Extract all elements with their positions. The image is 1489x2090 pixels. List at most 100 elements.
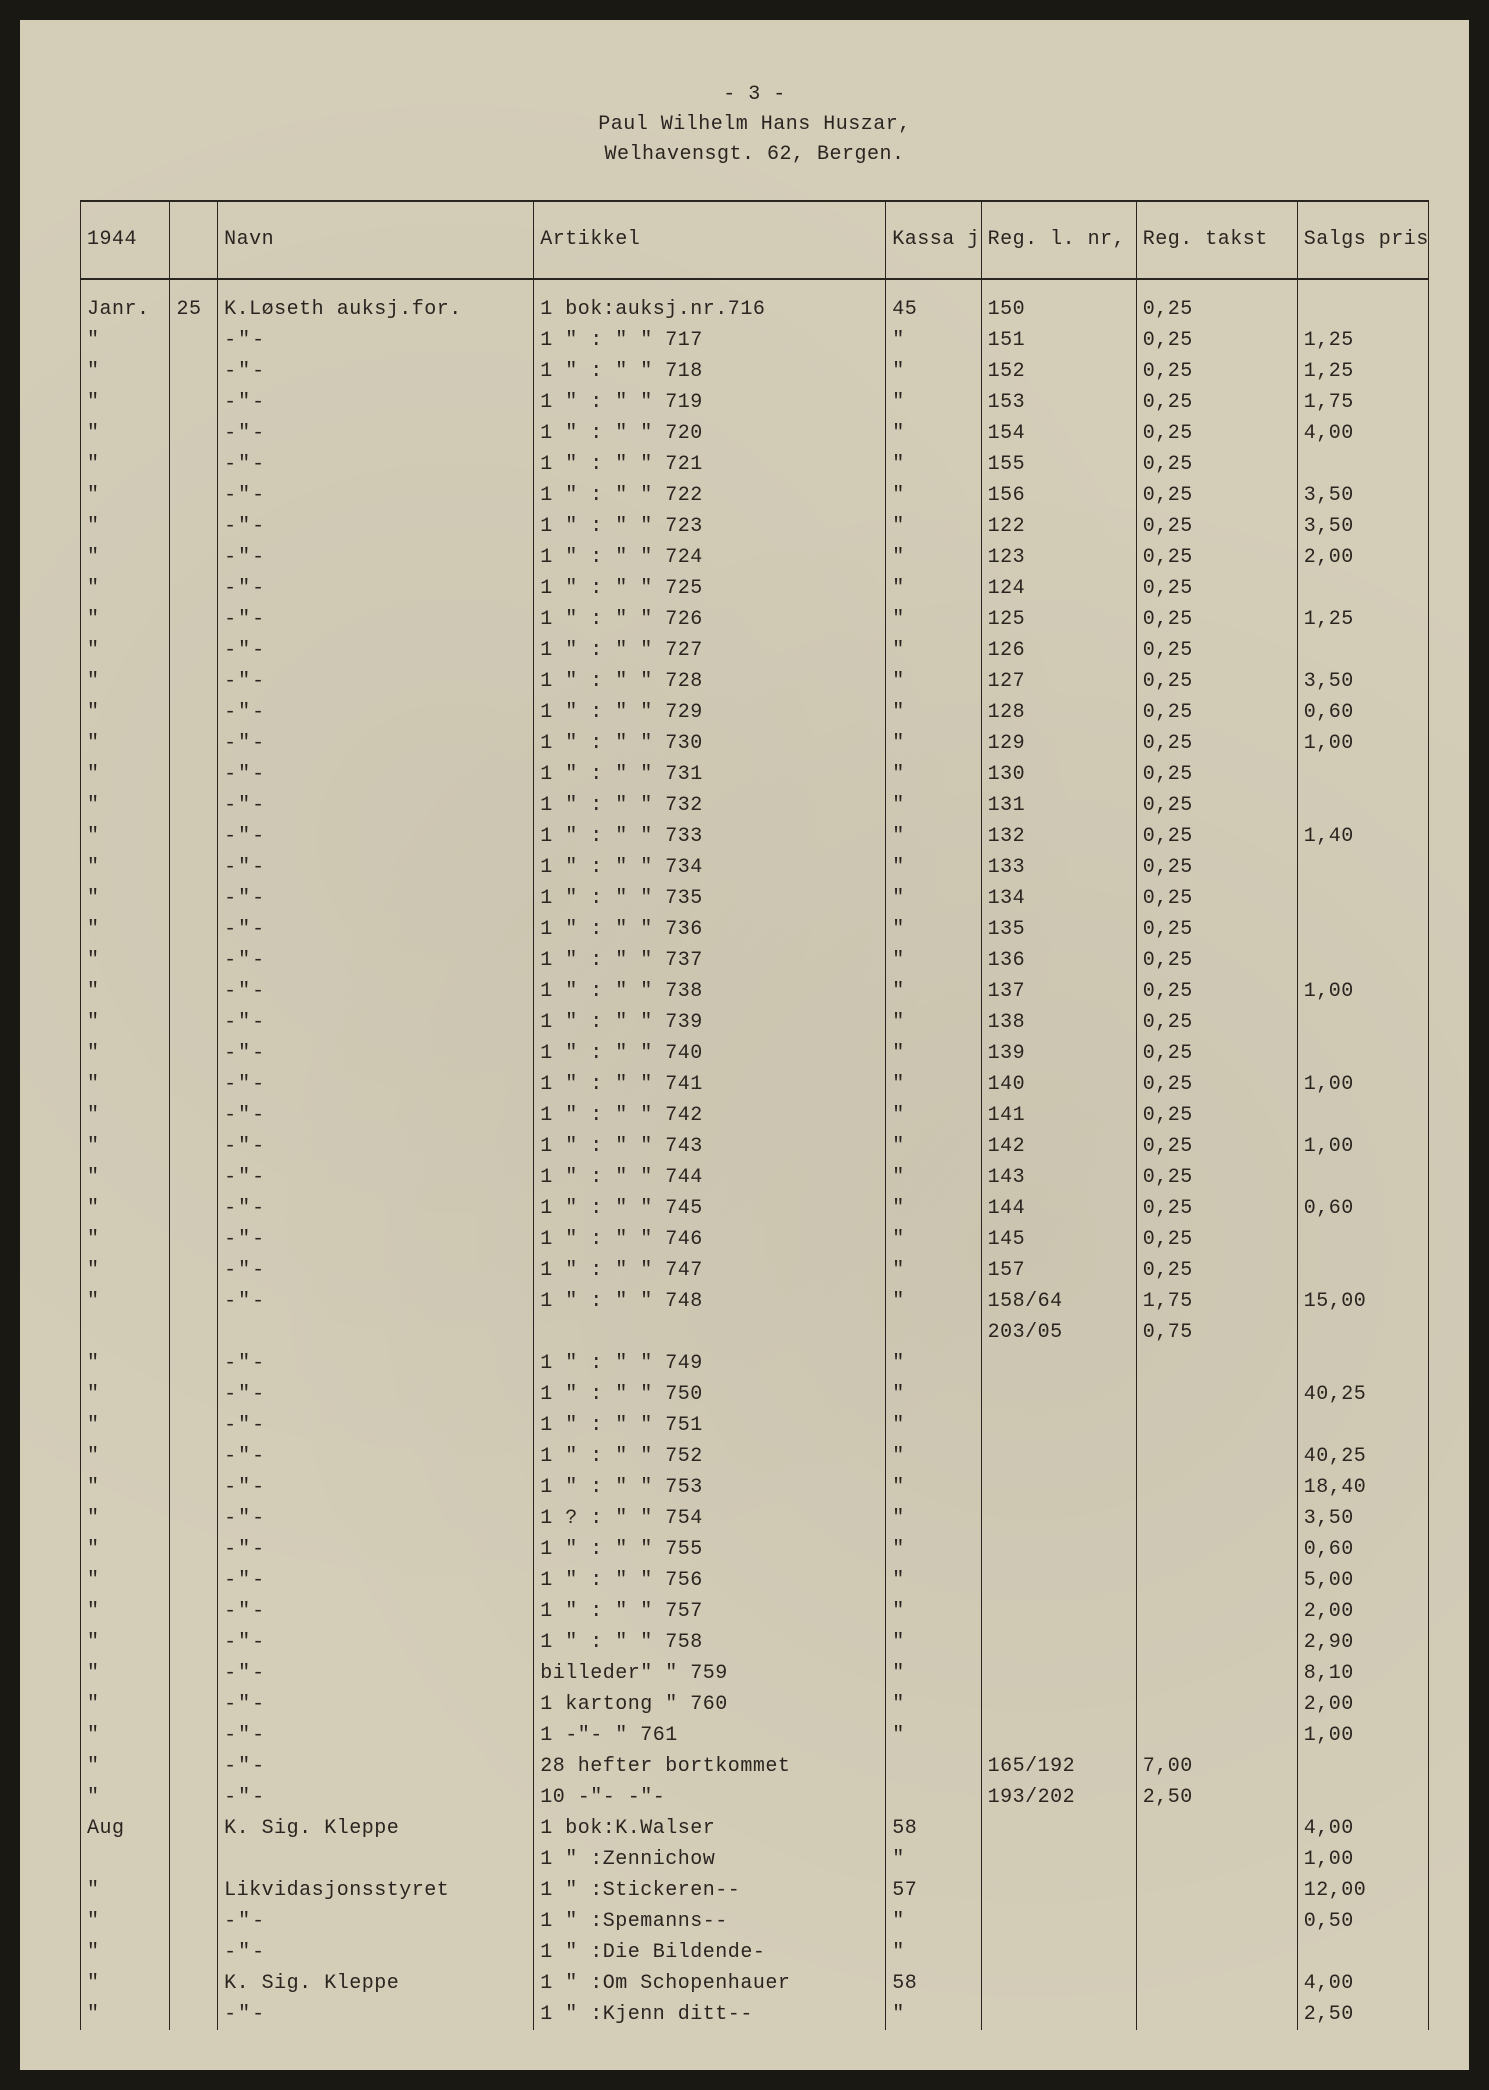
cell-artikkel: 1 bok:K.Walser — [534, 1813, 886, 1844]
cell-reg-l-nr — [981, 1627, 1136, 1658]
col-year: 1944 — [81, 201, 170, 279]
cell-reg-l-nr — [981, 1844, 1136, 1875]
cell-reg-l-nr: 140 — [981, 1069, 1136, 1100]
cell-day — [170, 542, 218, 573]
table-row: "-"-1 " : " " 737"1360,25 — [81, 945, 1429, 976]
cell-year: " — [81, 666, 170, 697]
cell-artikkel: 1 " : " " 731 — [534, 759, 886, 790]
cell-year: " — [81, 1224, 170, 1255]
cell-day — [170, 1100, 218, 1131]
cell-artikkel: 1 " : " " 748 — [534, 1286, 886, 1317]
cell-year: " — [81, 1131, 170, 1162]
cell-day — [170, 1875, 218, 1906]
cell-artikkel: 1 " : " " 757 — [534, 1596, 886, 1627]
cell-reg-l-nr: 145 — [981, 1224, 1136, 1255]
cell-salgs-pris — [1297, 1038, 1428, 1069]
cell-reg-takst: 0,25 — [1136, 1100, 1297, 1131]
cell-reg-l-nr: 137 — [981, 976, 1136, 1007]
table-row: "-"-1 -"- " 761"1,00 — [81, 1720, 1429, 1751]
cell-kassa: " — [886, 1069, 981, 1100]
cell-reg-takst — [1136, 1844, 1297, 1875]
cell-artikkel: 1 " : " " 726 — [534, 604, 886, 635]
cell-artikkel: 1 " :Om Schopenhauer — [534, 1968, 886, 1999]
table-row: "-"-1 " :Spemanns--"0,50 — [81, 1906, 1429, 1937]
cell-reg-l-nr: 138 — [981, 1007, 1136, 1038]
cell-reg-l-nr: 122 — [981, 511, 1136, 542]
cell-artikkel: 1 " : " " 717 — [534, 325, 886, 356]
cell-reg-takst: 0,25 — [1136, 790, 1297, 821]
cell-reg-takst: 0,25 — [1136, 480, 1297, 511]
cell-year: " — [81, 418, 170, 449]
cell-reg-l-nr: 193/202 — [981, 1782, 1136, 1813]
cell-day — [170, 1472, 218, 1503]
cell-artikkel: 1 " : " " 727 — [534, 635, 886, 666]
cell-salgs-pris — [1297, 279, 1428, 325]
cell-reg-takst — [1136, 1379, 1297, 1410]
cell-navn: -"- — [218, 1131, 534, 1162]
table-row: "-"-1 " : " " 725"1240,25 — [81, 573, 1429, 604]
cell-salgs-pris — [1297, 759, 1428, 790]
cell-kassa: " — [886, 325, 981, 356]
cell-reg-takst — [1136, 1689, 1297, 1720]
cell-reg-takst: 0,25 — [1136, 604, 1297, 635]
cell-reg-l-nr: 136 — [981, 945, 1136, 976]
cell-artikkel: 1 " : " " 741 — [534, 1069, 886, 1100]
cell-salgs-pris: 0,50 — [1297, 1906, 1428, 1937]
cell-day — [170, 418, 218, 449]
cell-reg-l-nr: 129 — [981, 728, 1136, 759]
cell-navn: -"- — [218, 1410, 534, 1441]
cell-reg-takst: 0,25 — [1136, 1131, 1297, 1162]
cell-year: " — [81, 1069, 170, 1100]
cell-reg-takst: 0,25 — [1136, 418, 1297, 449]
cell-kassa: " — [886, 976, 981, 1007]
cell-day — [170, 1007, 218, 1038]
cell-day — [170, 604, 218, 635]
table-row: "-"-1 " :Kjenn ditt--"2,50 — [81, 1999, 1429, 2030]
cell-reg-takst: 0,25 — [1136, 325, 1297, 356]
col-salgs: Salgs pris — [1297, 201, 1428, 279]
cell-navn: -"- — [218, 1565, 534, 1596]
cell-year: " — [81, 1162, 170, 1193]
cell-day — [170, 1348, 218, 1379]
cell-year: " — [81, 1348, 170, 1379]
cell-reg-l-nr: 157 — [981, 1255, 1136, 1286]
cell-reg-takst: 0,25 — [1136, 279, 1297, 325]
cell-navn: -"- — [218, 1906, 534, 1937]
cell-salgs-pris — [1297, 1255, 1428, 1286]
cell-year: " — [81, 1100, 170, 1131]
cell-day — [170, 1193, 218, 1224]
cell-year: " — [81, 1875, 170, 1906]
cell-day — [170, 511, 218, 542]
cell-day — [170, 1596, 218, 1627]
col-day — [170, 201, 218, 279]
cell-day: 25 — [170, 279, 218, 325]
cell-year: " — [81, 1038, 170, 1069]
cell-salgs-pris: 1,25 — [1297, 604, 1428, 635]
cell-kassa: " — [886, 821, 981, 852]
cell-artikkel: 1 bok:auksj.nr.716 — [534, 279, 886, 325]
cell-reg-l-nr: 130 — [981, 759, 1136, 790]
cell-salgs-pris: 4,00 — [1297, 1968, 1428, 1999]
cell-year: " — [81, 1503, 170, 1534]
cell-reg-takst: 0,25 — [1136, 976, 1297, 1007]
cell-reg-l-nr: 125 — [981, 604, 1136, 635]
cell-salgs-pris — [1297, 852, 1428, 883]
table-row: "-"-1 " : " " 745"1440,250,60 — [81, 1193, 1429, 1224]
cell-day — [170, 1751, 218, 1782]
cell-reg-l-nr — [981, 1379, 1136, 1410]
cell-salgs-pris: 40,25 — [1297, 1441, 1428, 1472]
cell-artikkel: 1 ? : " " 754 — [534, 1503, 886, 1534]
cell-reg-takst: 0,25 — [1136, 821, 1297, 852]
cell-salgs-pris: 4,00 — [1297, 1813, 1428, 1844]
cell-day — [170, 1534, 218, 1565]
cell-artikkel: 1 " : " " 723 — [534, 511, 886, 542]
table-row: "-"-1 " : " " 733"1320,251,40 — [81, 821, 1429, 852]
table-row: "-"-1 " : " " 736"1350,25 — [81, 914, 1429, 945]
cell-reg-takst: 0,25 — [1136, 1069, 1297, 1100]
cell-reg-takst: 0,25 — [1136, 914, 1297, 945]
cell-reg-takst: 0,25 — [1136, 728, 1297, 759]
person-name: Paul Wilhelm Hans Huszar, — [80, 110, 1429, 140]
cell-day — [170, 1379, 218, 1410]
cell-navn: -"- — [218, 356, 534, 387]
table-row: "-"-1 " : " " 749" — [81, 1348, 1429, 1379]
